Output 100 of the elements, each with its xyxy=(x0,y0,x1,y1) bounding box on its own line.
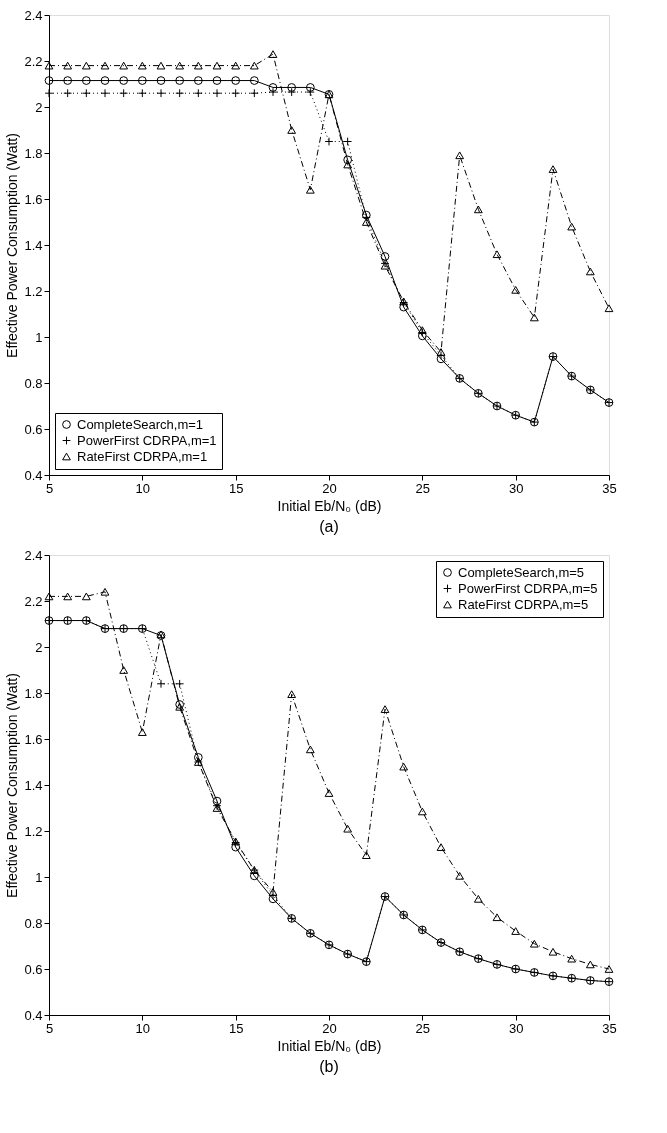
point xyxy=(156,61,166,70)
legend-label: PowerFirst CDRPA,m=5 xyxy=(458,580,598,596)
point xyxy=(100,61,110,70)
point xyxy=(137,88,147,98)
point xyxy=(137,61,147,70)
point xyxy=(63,61,73,70)
point xyxy=(212,76,222,85)
point xyxy=(287,87,297,97)
x-tick-label: 25 xyxy=(415,1020,431,1036)
point xyxy=(44,61,54,70)
point xyxy=(119,88,129,98)
y-tick-label: 2.4 xyxy=(24,547,43,563)
point xyxy=(305,83,315,92)
point xyxy=(231,842,241,852)
x-tick-label: 20 xyxy=(322,1020,337,1036)
point xyxy=(175,76,185,85)
x-tick-label: 25 xyxy=(415,480,431,496)
x-tick-label: 15 xyxy=(228,480,244,496)
point xyxy=(305,185,315,194)
point xyxy=(249,88,259,98)
y-tick-label: 1.8 xyxy=(24,145,43,161)
point xyxy=(137,76,147,85)
point xyxy=(361,851,371,859)
point xyxy=(63,592,73,601)
point xyxy=(100,88,110,98)
point xyxy=(193,76,203,85)
point xyxy=(399,302,409,312)
point xyxy=(175,88,185,98)
point xyxy=(473,205,483,214)
point xyxy=(231,61,241,70)
y-tick-label: 0.8 xyxy=(24,375,43,391)
point xyxy=(156,679,166,689)
point xyxy=(399,762,409,771)
point xyxy=(137,728,147,736)
point xyxy=(100,587,110,596)
point xyxy=(212,61,222,70)
x-axis-title: Initial Eb/N₀ (dB) xyxy=(277,1037,382,1054)
point xyxy=(268,83,278,92)
point xyxy=(492,250,502,259)
x-tick-label: 10 xyxy=(135,1020,151,1036)
point xyxy=(287,83,297,92)
point xyxy=(417,807,427,816)
point xyxy=(585,960,595,969)
legend-label: RateFirst CDRPA,m=5 xyxy=(458,596,589,612)
point xyxy=(63,88,73,98)
x-axis-title: Initial Eb/N₀ (dB) xyxy=(277,497,382,514)
point xyxy=(567,222,577,231)
point xyxy=(287,690,297,698)
y-tick-label: 1.6 xyxy=(24,191,43,207)
y-tick-label: 0.4 xyxy=(24,467,43,483)
point xyxy=(380,705,390,713)
point xyxy=(492,913,502,922)
point xyxy=(193,61,203,70)
point xyxy=(268,50,278,58)
x-tick-label: 5 xyxy=(45,480,54,496)
point xyxy=(81,76,91,85)
point xyxy=(436,354,446,364)
y-tick-label: 1 xyxy=(35,869,43,885)
point xyxy=(268,894,278,904)
point xyxy=(175,679,185,689)
point xyxy=(231,88,241,98)
point xyxy=(361,218,371,226)
point xyxy=(604,304,614,313)
y-tick-label: 2.2 xyxy=(24,53,43,69)
y-tick-label: 2.4 xyxy=(24,7,43,23)
y-tick-label: 2.2 xyxy=(24,593,43,609)
y-tick-label: 2 xyxy=(35,99,43,115)
y-tick-label: 1.4 xyxy=(24,237,43,253)
point xyxy=(324,789,334,797)
point xyxy=(249,61,259,70)
point xyxy=(436,843,446,851)
point xyxy=(305,745,315,754)
text: (b) xyxy=(319,1058,339,1075)
point xyxy=(268,87,278,97)
point xyxy=(63,76,73,85)
point xyxy=(100,76,110,85)
point xyxy=(417,331,427,341)
point xyxy=(529,939,539,948)
point xyxy=(44,592,54,601)
x-tick-label: 15 xyxy=(228,1020,244,1036)
point xyxy=(249,871,259,881)
point xyxy=(175,61,185,70)
point xyxy=(287,126,297,134)
point xyxy=(567,954,577,963)
y-axis-title: Effective Power Consumption (Watt) xyxy=(4,673,21,898)
point xyxy=(436,348,446,356)
point xyxy=(455,872,465,880)
legend-label: PowerFirst CDRPA,m=1 xyxy=(77,432,217,448)
point xyxy=(81,592,91,601)
point xyxy=(44,76,54,85)
point xyxy=(529,313,539,322)
point xyxy=(511,286,521,294)
point xyxy=(511,927,521,935)
point xyxy=(193,88,203,98)
point xyxy=(231,76,241,85)
point xyxy=(604,965,614,973)
y-tick-label: 1.4 xyxy=(24,777,43,793)
x-tick-label: 10 xyxy=(135,480,151,496)
y-tick-label: 1.2 xyxy=(24,823,43,839)
y-tick-label: 1.8 xyxy=(24,685,43,701)
